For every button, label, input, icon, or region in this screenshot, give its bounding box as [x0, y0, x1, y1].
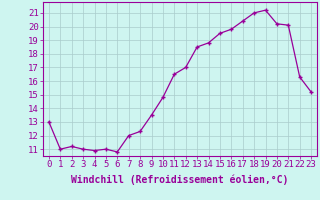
X-axis label: Windchill (Refroidissement éolien,°C): Windchill (Refroidissement éolien,°C) [71, 175, 289, 185]
